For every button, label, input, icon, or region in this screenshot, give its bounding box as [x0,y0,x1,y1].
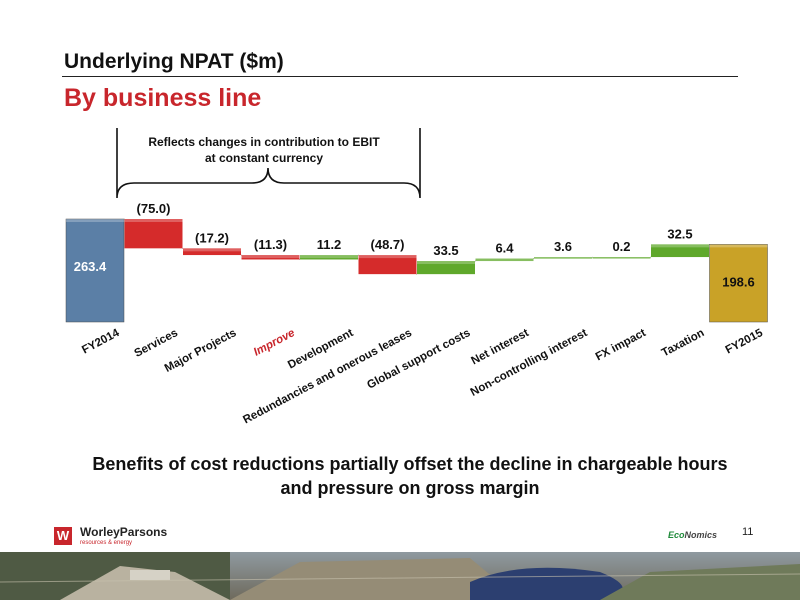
bar-shine-redundancies-and-onerous-leases [358,255,417,259]
category-label-fy2014: FY2014 [80,327,122,357]
bars-layer [65,218,768,323]
bar-development [300,255,358,260]
bar-shine-taxation [651,244,709,248]
bar-shine-global-support-costs [417,261,475,265]
company-tagline: resources & energy [80,540,133,546]
value-label-net-interest: 6.4 [495,241,514,256]
economics-prefix: Eco [668,530,685,540]
bracket-shape [116,128,421,199]
company-name: WorleyParsons [80,525,168,539]
bar-services [124,219,183,249]
bar-shine-non-controlling-interest [534,257,592,259]
bar-shine-services [124,219,183,223]
value-label-taxation: 32.5 [667,226,692,241]
bar-shine-fy2015 [709,244,768,248]
bar-redundancies-and-onerous-leases [358,255,417,275]
waterfall-chart: Reflects changes in contribution to EBIT… [65,128,768,427]
category-label-fx-impact: FX impact [594,327,648,363]
company-logo: W WorleyParsons resources & energy [54,525,167,546]
page-number: 11 [742,526,754,538]
bar-fy2014 [65,218,125,323]
industrial-site-photo [0,552,800,600]
value-label-improve: (11.3) [254,237,287,252]
value-label-major-projects: (17.2) [195,230,229,245]
key-message-line1: Benefits of cost reductions partially of… [92,454,728,474]
value-label-global-support-costs: 33.5 [433,243,458,258]
title-divider [62,76,738,77]
connectors-layer [124,218,710,275]
worleyparsons-logo-icon: W [54,526,72,545]
bar-shine-major-projects [183,248,241,252]
bar-global-support-costs [417,261,475,275]
bar-shine-improve [241,255,300,259]
bar-shine-fx-impact [592,257,651,259]
value-label-redundancies-and-onerous-leases: (48.7) [371,237,405,252]
category-label-global-support-costs: Global support costs [365,327,472,392]
bar-major-projects [183,248,241,256]
bar-shine-development [300,255,358,259]
bracket: Reflects changes in contribution to EBIT… [116,128,421,199]
value-label-development: 11.2 [317,237,342,252]
category-label-fy2015: FY2015 [724,327,766,357]
value-label-non-controlling-interest: 3.6 [554,239,572,254]
bar-taxation [651,244,709,258]
bar-shine-fy2014 [66,219,124,223]
bracket-label-line1: Reflects changes in contribution to EBIT [148,135,380,149]
key-message-line2: and pressure on gross margin [280,478,540,498]
bar-fy2015 [709,244,768,323]
value-label-fy2015: 198.6 [722,274,755,289]
bar-improve [241,255,300,260]
economics-suffix: Nomics [684,530,718,540]
bar-net-interest [475,258,534,262]
bar-shine-net-interest [475,258,534,262]
bar-fx-impact [592,257,651,259]
category-label-taxation: Taxation [660,327,707,359]
value-label-fx-impact: 0.2 [612,239,630,254]
slide-title: Underlying NPAT ($m) [64,50,284,73]
slide-subtitle: By business line [64,84,262,112]
value-labels-layer: 263.4 (75.0) (17.2) (11.3) 11.2 (48.7) 33.5 6.4… [74,201,755,289]
category-label-services: Services [132,327,179,360]
economics-logo: EcoNomics [668,530,717,540]
category-label-improve: Improve [252,327,298,359]
value-label-fy2014: 263.4 [74,259,107,274]
bar-non-controlling-interest [534,257,592,259]
value-label-services: (75.0) [137,201,171,216]
bracket-label-line2: at constant currency [205,151,323,165]
key-message: Benefits of cost reductions partially of… [40,452,780,500]
